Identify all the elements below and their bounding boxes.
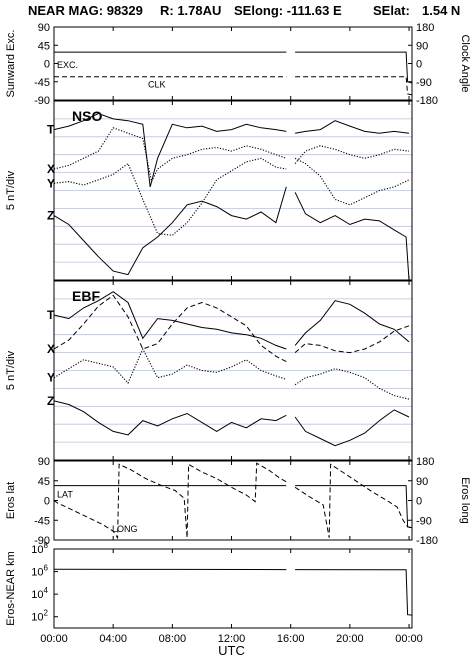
range-ytick-label-1: 106 [31,564,48,579]
ylabel-eros-long: Eros long [459,477,471,523]
sunward-ytick-label-3: -45 [34,77,50,89]
nso-series-y-seg-0 [53,157,287,236]
eros-long-ytick-label-1: 90 [416,476,428,488]
ylabel-eros-lat: Eros lat [5,482,17,519]
ebf-label-z: Z [47,394,54,408]
title-instrument: NEAR MAG: 98329 [28,3,143,18]
nso-series-z-seg-1 [294,192,410,281]
clock-ytick-label-4: -180 [416,95,438,107]
eros-lat-ytick-label-2: 0 [44,496,50,508]
xtick-label-2: 08:00 [159,633,187,645]
annotation-long: LONG [112,524,138,534]
title-selat-value: 1.54 N [422,3,461,18]
ylabel-clock: Clock Angle [459,34,471,92]
ebf-series-t-seg-0 [53,291,287,350]
clock-ytick-label-3: -90 [416,77,432,89]
ebf-series-z-seg-0 [53,400,287,436]
eros-lat-ytick-label-3: -45 [34,515,50,527]
ebf-series-y-seg-0 [53,347,287,384]
ebf-label-y: Y [47,371,55,385]
panel-ebf-frame [53,280,413,461]
xtick-label-1: 04:00 [99,633,127,645]
range-ytick-label-2: 104 [31,586,48,601]
sunward-ytick-label-1: 45 [38,40,50,52]
xtick-label-4: 16:00 [277,633,305,645]
clock-ytick-label-1: 90 [416,40,428,52]
ebf-series-x-seg-1 [294,325,410,354]
title-range: R: 1.78AU [160,3,222,18]
title-selat-label: SElat: [373,3,410,18]
xlabel-utc: UTC [218,643,245,656]
panel-nso-frame [53,100,413,281]
sunward-series-exc-seg-1 [295,51,413,84]
ebf-series-t-seg-1 [294,300,410,346]
annotation-lat: LAT [57,490,73,500]
nso-series-z-seg-0 [53,186,287,276]
nso-label-t: T [47,123,55,137]
eros-long-ytick-label-2: 0 [416,496,422,508]
nso-title: NSO [72,108,102,124]
eros-long-series-long-seg-0 [53,462,287,540]
nso-label-y: Y [47,176,55,190]
clock-ytick-label-0: 180 [416,22,434,34]
annotation-exc: EXC. [57,60,78,70]
nso-series-t-seg-1 [295,120,410,134]
range-ytick-label-3: 102 [31,609,48,624]
nso-series-x-seg-0 [53,127,287,184]
ebf-series-y-seg-1 [294,368,410,400]
sunward-ytick-label-4: -90 [34,95,50,107]
nso-series-x-seg-1 [294,145,410,164]
eros-long-ytick-label-4: -180 [416,535,438,547]
sunward-ytick-label-0: 90 [38,22,50,34]
xtick-label-0: 00:00 [40,633,68,645]
nso-label-z: Z [47,209,54,223]
eros-lat-ytick-label-0: 90 [38,456,50,468]
ebf-ylabel: 5 nT/div [5,350,17,390]
xtick-label-3: 12:00 [218,633,246,645]
nso-label-x: X [47,162,55,176]
ylabel-sunward: Sunward Exc. [5,30,17,98]
ebf-series-z-seg-1 [294,409,410,447]
xtick-label-5: 20:00 [336,633,364,645]
ylabel-range: Eros-NEAR km [5,551,17,626]
eros-long-ytick-label-3: -90 [416,515,432,527]
ebf-label-t: T [47,308,55,322]
eros-lat-ytick-label-4: -90 [34,535,50,547]
ebf-label-x: X [47,342,55,356]
clock-ytick-label-2: 0 [416,59,422,71]
range-series-range-seg-1 [295,569,413,616]
title-selong: SElong: -111.63 E [234,3,342,18]
sunward-ytick-label-2: 0 [44,59,50,71]
nso-series-t-seg-0 [53,112,287,188]
annotation-clk: CLK [148,80,166,90]
range-ytick-label-0: 108 [31,541,48,556]
eros-long-series-long-seg-1 [294,463,413,538]
clock-series-clk-seg-1 [295,76,413,96]
eros-lat-ytick-label-1: 45 [38,476,50,488]
xtick-label-6: 00:00 [395,633,423,645]
ebf-title: EBF [72,288,100,304]
nso-series-y-seg-1 [294,157,410,206]
eros-long-ytick-label-0: 180 [416,456,434,468]
eros-lat-series-lat-seg-1 [295,485,413,529]
nso-ylabel: 5 nT/div [5,170,17,210]
panel-range-frame [53,548,413,629]
panel-sunward-frame [53,26,413,101]
